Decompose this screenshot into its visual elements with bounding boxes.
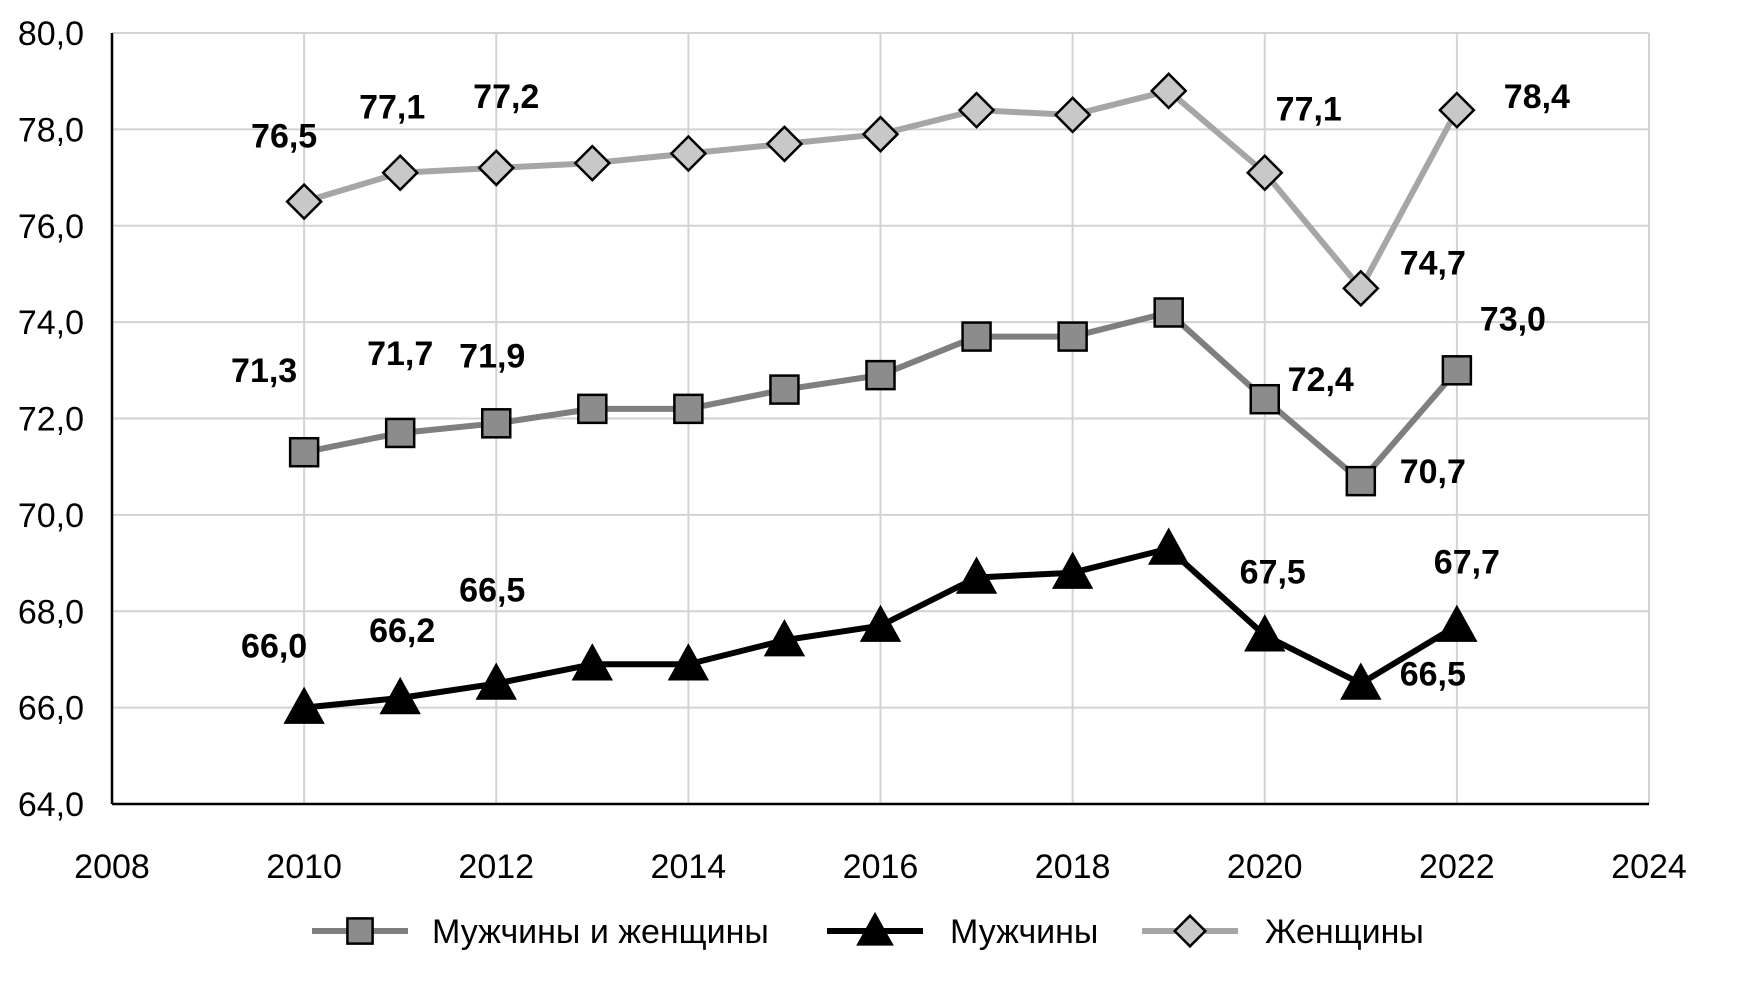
data-label: 66,5 <box>1400 656 1466 694</box>
data-point-diamond <box>669 134 708 173</box>
data-label: 66,0 <box>241 628 307 666</box>
data-label: 71,7 <box>367 335 433 373</box>
data-point-square <box>384 417 416 449</box>
data-label: 76,5 <box>251 118 317 156</box>
data-point-diamond <box>957 91 996 129</box>
x-tick-label: 2022 <box>1419 848 1495 886</box>
data-point-diamond <box>1438 91 1476 129</box>
data-labels: 71,3 71,7 71,9 72,4 70,7 73,0 66,0 66,2 66,5 67,5… <box>231 78 1570 694</box>
data-point-diamond <box>861 115 900 153</box>
data-point-triangle <box>283 686 325 724</box>
data-point-diamond <box>1342 269 1380 308</box>
data-point-square <box>1057 321 1088 352</box>
data-point-triangle <box>1340 662 1382 700</box>
y-tick-label: 74,0 <box>18 304 84 342</box>
data-point-triangle <box>1051 551 1094 589</box>
data-label: 74,7 <box>1400 244 1466 282</box>
data-point-diamond <box>1149 72 1188 110</box>
y-tick-label: 70,0 <box>18 497 84 535</box>
data-point-triangle <box>955 556 998 594</box>
data-point-diamond <box>765 125 804 163</box>
axes: 64,0 66,0 68,0 70,0 72,0 74,0 76,0 78,0 80,0 2008… <box>18 15 1687 886</box>
legend: Мужчины и женщины Мужчины Женщины <box>312 911 1424 951</box>
x-tick-label: 2018 <box>1035 848 1111 886</box>
data-point-diamond <box>477 149 516 187</box>
data-label: 70,7 <box>1400 453 1466 491</box>
y-tick-label: 68,0 <box>18 593 84 631</box>
data-point-square <box>1153 297 1184 328</box>
x-tick-label: 2024 <box>1611 848 1687 886</box>
y-tick-label: 64,0 <box>18 786 84 824</box>
data-label: 66,5 <box>459 572 525 610</box>
x-tick-label: 2012 <box>458 848 534 886</box>
data-label: 77,1 <box>359 89 425 127</box>
series-group <box>283 72 1478 724</box>
data-point-triangle <box>475 662 517 700</box>
data-point-diamond <box>285 182 323 221</box>
data-point-triangle <box>1244 614 1286 652</box>
data-point-square <box>1441 355 1473 386</box>
data-point-triangle <box>1147 527 1190 565</box>
y-tick-label: 72,0 <box>18 401 84 439</box>
legend-label: Женщины <box>1265 913 1424 951</box>
x-tick-label: 2008 <box>74 848 150 886</box>
data-point-square <box>673 393 704 425</box>
data-point-square <box>865 359 896 391</box>
data-point-square <box>1249 383 1280 415</box>
data-point-square <box>769 374 800 405</box>
data-point-square <box>961 321 992 352</box>
data-label: 73,0 <box>1480 300 1546 338</box>
data-point-square <box>1345 465 1377 497</box>
legend-marker-diamond <box>1172 913 1208 949</box>
x-tick-label: 2014 <box>651 848 727 886</box>
data-label: 77,1 <box>1276 91 1342 129</box>
data-label: 71,9 <box>459 337 525 375</box>
data-point-diamond <box>381 153 419 192</box>
data-point-diamond <box>1053 96 1092 134</box>
data-label: 67,7 <box>1434 544 1500 582</box>
data-label: 72,4 <box>1288 361 1354 399</box>
legend-label: Мужчины <box>950 913 1098 951</box>
legend-marker-square <box>346 917 374 945</box>
y-tick-label: 76,0 <box>18 208 84 246</box>
data-point-square <box>481 408 512 439</box>
data-point-diamond <box>573 144 612 182</box>
data-label: 71,3 <box>231 352 297 390</box>
data-label: 78,4 <box>1504 78 1570 116</box>
data-point-diamond <box>1245 153 1284 192</box>
data-label: 66,2 <box>369 612 435 650</box>
data-point-triangle <box>763 619 806 657</box>
x-tick-label: 2020 <box>1227 848 1303 886</box>
legend-label: Мужчины и женщины <box>432 913 769 951</box>
x-tick-label: 2016 <box>843 848 919 886</box>
data-point-triangle <box>1436 604 1478 642</box>
legend-marker-triangle <box>856 911 894 946</box>
data-label: 67,5 <box>1240 553 1306 591</box>
data-point-triangle <box>667 643 710 681</box>
data-point-square <box>288 436 320 468</box>
x-tick-label: 2010 <box>266 848 342 886</box>
y-tick-label: 66,0 <box>18 690 84 728</box>
y-tick-label: 80,0 <box>18 15 84 53</box>
data-point-triangle <box>859 604 902 642</box>
data-point-square <box>577 393 608 425</box>
data-point-triangle <box>379 676 421 715</box>
data-label: 77,2 <box>473 78 539 116</box>
y-tick-label: 78,0 <box>18 111 84 149</box>
data-point-triangle <box>571 643 614 681</box>
